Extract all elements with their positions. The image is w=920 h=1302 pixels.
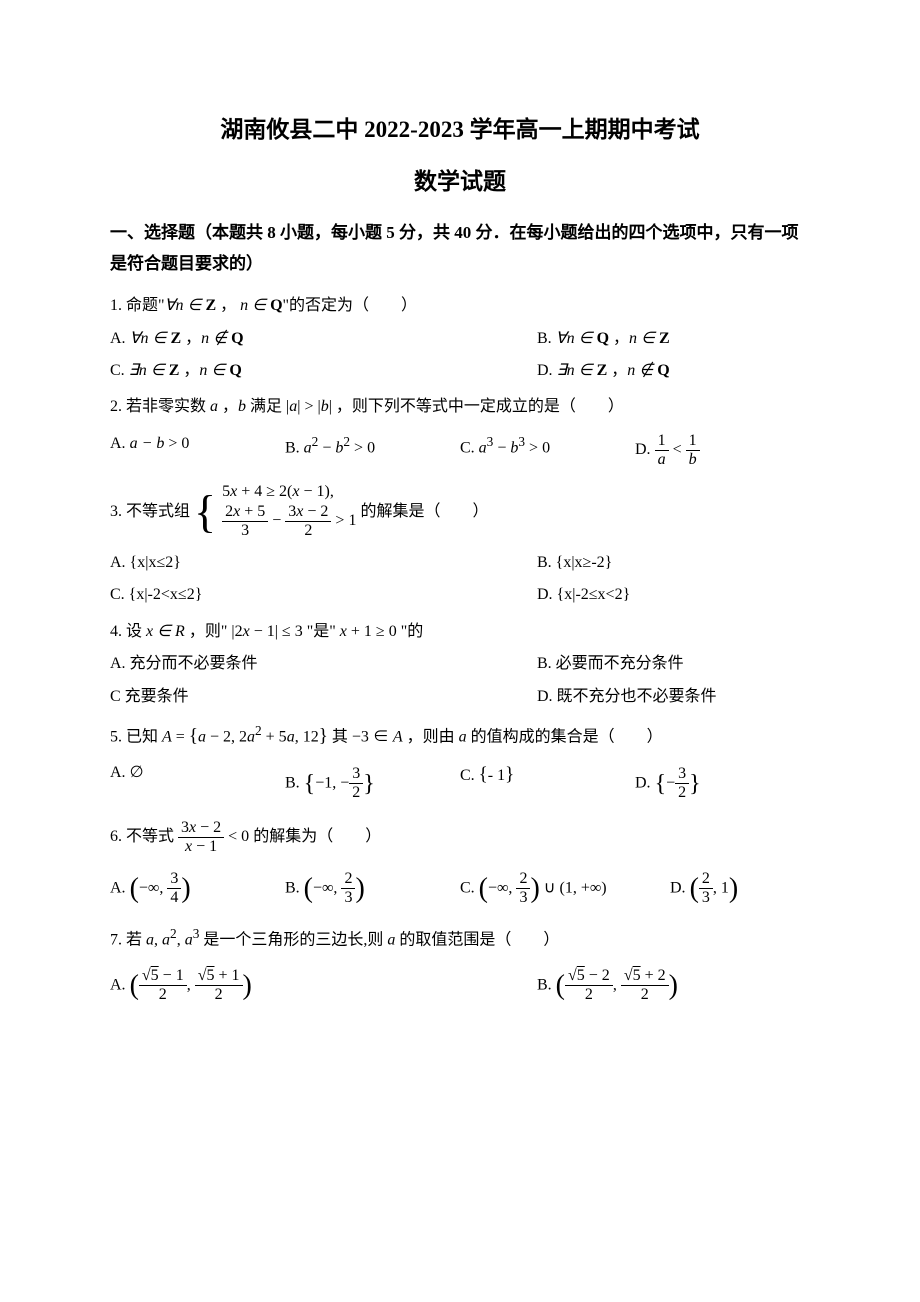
question-5: 5. 已知 A = {a − 2, 2a2 + 5a, 12} 其 −3 ∈ A… (110, 722, 810, 806)
q3-C: C. {x|-2<x≤2} (110, 584, 537, 606)
question-2: 2. 若非零实数 a ，b 满足 |a| > |b| ，则下列不等式中一定成立的… (110, 396, 810, 467)
q1-C: C. ∃n ∈ Z ，n ∈ Q (110, 360, 537, 382)
q7-A: A. (√5 − 12, √5 + 12) (110, 964, 537, 1008)
q6-C: C. (−∞, 23) ∪ (1, +∞) (460, 867, 670, 911)
question-7: 7. 若 a, a2, a3 是一个三角形的三边长,则 a 的取值范围是（ ） … (110, 925, 810, 1008)
q2-D: D. 1a < 1b (635, 433, 810, 468)
question-3: 3. 不等式组 { 5x + 4 ≥ 2(x − 1), 2x + 53 − 3… (110, 482, 810, 607)
q7-B: B. (√5 − 22, √5 + 22) (537, 964, 810, 1008)
q2-C: C. a3 − b3 > 0 (460, 433, 635, 468)
q3-D: D. {x|-2≤x<2} (537, 584, 810, 606)
q2-B: B. a2 − b2 > 0 (285, 433, 460, 468)
q6-B: B. (−∞, 23) (285, 867, 460, 911)
question-1: 1. 命题"∀n ∈ Z ， n ∈ Q"的否定为（ ） A. ∀n ∈ Z ，… (110, 295, 810, 382)
q6-A: A. (−∞, 34) (110, 867, 285, 911)
q4-C: C 充要条件 (110, 686, 537, 708)
q2-A: A. a − b > 0 (110, 433, 285, 468)
q5-D: D. {−32} (635, 762, 810, 806)
q1-A: A. ∀n ∈ Z ，n ∉ Q (110, 328, 537, 350)
q1-D: D. ∃n ∈ Z ，n ∉ Q (537, 360, 810, 382)
q4-D: D. 既不充分也不必要条件 (537, 686, 810, 708)
exam-title-subject: 数学试题 (110, 162, 810, 196)
q1-B: B. ∀n ∈ Q ，n ∈ Z (537, 328, 810, 350)
section-header: 一、选择题（本题共 8 小题，每小题 5 分，共 40 分．在每小题给出的四个选… (110, 218, 810, 279)
q4-B: B. 必要而不充分条件 (537, 653, 810, 675)
q5-B: B. {−1, −32} (285, 762, 460, 806)
q5-A: A. ∅ (110, 762, 285, 806)
q3-A: A. {x|x≤2} (110, 552, 537, 574)
q6-D: D. (23, 1) (670, 867, 810, 911)
question-6: 6. 不等式 3x − 2x − 1 < 0 的解集为（ ） A. (−∞, 3… (110, 820, 810, 911)
exam-title-school: 湖南攸县二中 2022-2023 学年高一上期期中考试 (110, 110, 810, 144)
q4-A: A. 充分而不必要条件 (110, 653, 537, 675)
q3-B: B. {x|x≥-2} (537, 552, 810, 574)
q5-C: C. {- 1} (460, 762, 635, 806)
question-4: 4. 设 x ∈ R ，则" |2x − 1| ≤ 3 "是" x + 1 ≥ … (110, 621, 810, 708)
